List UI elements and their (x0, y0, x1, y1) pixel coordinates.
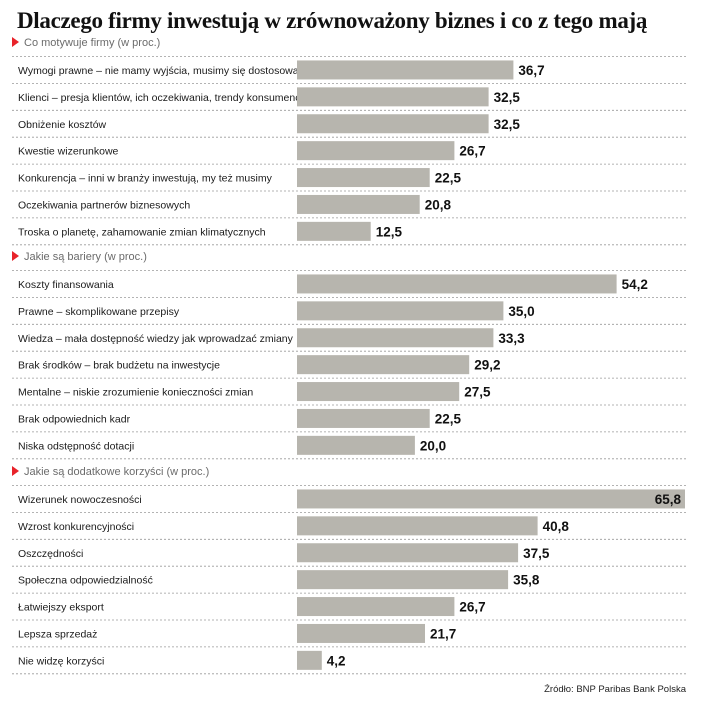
bar (297, 141, 455, 161)
value-label: 26,7 (459, 144, 485, 159)
value-label: 32,5 (494, 117, 521, 132)
category-label: Oczekiwania partnerów biznesowych (18, 199, 190, 211)
value-label: 20,8 (425, 197, 452, 212)
bar (297, 570, 509, 590)
value-label: 40,8 (543, 519, 570, 534)
bar (297, 382, 460, 402)
value-label: 27,5 (464, 385, 491, 400)
category-label: Łatwiejszy eksport (18, 602, 104, 614)
value-label: 20,0 (420, 438, 446, 453)
bar (297, 623, 425, 643)
bar (297, 650, 322, 670)
value-label: 21,7 (430, 626, 456, 641)
category-label: Brak odpowiednich kadr (18, 413, 131, 425)
category-label: Oszczędności (18, 548, 83, 560)
value-label: 35,8 (513, 573, 540, 588)
bar (297, 489, 685, 509)
category-label: Lepsza sprzedaż (18, 628, 97, 640)
value-label: 22,5 (435, 411, 462, 426)
bar (297, 435, 415, 455)
bar (297, 194, 420, 214)
category-label: Niska odstępność dotacji (18, 440, 134, 452)
value-label: 36,7 (518, 63, 544, 78)
value-label: 54,2 (622, 277, 648, 292)
category-label: Prawne – skomplikowane przepisy (18, 306, 180, 318)
category-label: Wymogi prawne – nie mamy wyjścia, musimy… (18, 65, 304, 77)
bar (297, 60, 514, 80)
section-title: Jakie są dodatkowe korzyści (w proc.) (24, 466, 209, 478)
value-label: 22,5 (435, 171, 462, 186)
value-label: 32,5 (494, 90, 521, 105)
bar (297, 114, 489, 134)
bar (297, 274, 617, 294)
category-label: Społeczna odpowiedzialność (18, 575, 153, 587)
bar (297, 408, 430, 428)
category-label: Troska o planetę, zahamowanie zmian klim… (18, 226, 266, 238)
chart-title: Dlaczego firmy inwestują w zrównoważony … (17, 8, 648, 33)
category-label: Klienci – presja klientów, ich oczekiwan… (18, 92, 314, 104)
value-label: 12,5 (376, 224, 403, 239)
bar (297, 355, 470, 375)
bar (297, 516, 538, 536)
value-label: 37,5 (523, 546, 550, 561)
category-label: Nie widzę korzyści (18, 655, 104, 667)
bar (297, 221, 371, 241)
category-label: Wiedza – mała dostępność wiedzy jak wpro… (18, 333, 294, 345)
value-label: 33,3 (498, 331, 525, 346)
value-label: 29,2 (474, 358, 500, 373)
bar (297, 543, 519, 563)
category-label: Konkurencja – inni w branży inwestują, m… (18, 173, 273, 185)
source-note: Źródło: BNP Paribas Bank Polska (544, 684, 686, 695)
category-label: Kwestie wizerunkowe (18, 146, 119, 158)
section-marker-icon (12, 37, 19, 47)
bar (297, 87, 489, 107)
category-label: Wzrost konkurencyjności (18, 521, 134, 533)
bar (297, 597, 455, 617)
category-label: Mentalne – niskie zrozumienie koniecznoś… (18, 387, 253, 399)
section-title: Co motywuje firmy (w proc.) (24, 37, 160, 49)
category-label: Koszty finansowania (18, 279, 114, 291)
bar (297, 168, 430, 188)
category-label: Obniżenie kosztów (18, 119, 107, 131)
value-label: 65,8 (655, 492, 682, 507)
category-label: Brak środków – brak budżetu na inwestycj… (18, 360, 220, 372)
bar (297, 301, 504, 321)
section-marker-icon (12, 251, 19, 261)
category-label: Wizerunek nowoczesności (18, 494, 142, 506)
value-label: 26,7 (459, 600, 485, 615)
bar (297, 328, 494, 348)
section-title: Jakie są bariery (w proc.) (24, 251, 147, 263)
value-label: 35,0 (508, 304, 534, 319)
value-label: 4,2 (327, 653, 346, 668)
section-marker-icon (12, 466, 19, 476)
